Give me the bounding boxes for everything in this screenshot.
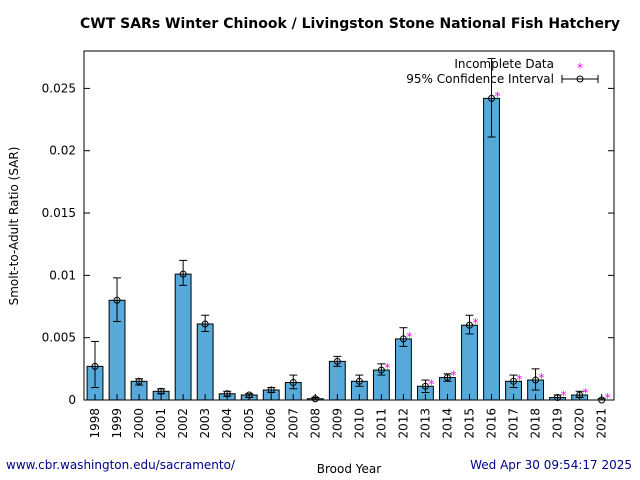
x-axis-label: Brood Year <box>317 462 381 476</box>
y-axis-label: Smolt-to-Adult Ratio (SAR) <box>7 147 21 306</box>
incomplete-marker-2014: * <box>450 369 456 383</box>
point-2006 <box>267 386 275 394</box>
incomplete-marker-2018: * <box>539 371 545 385</box>
point-2015 <box>465 321 473 329</box>
x-tick-label-2001: 2001 <box>154 408 168 439</box>
chart-title: CWT SARs Winter Chinook / Livingston Sto… <box>80 16 620 32</box>
x-tick-label-2019: 2019 <box>551 408 565 439</box>
legend-ci-label: 95% Confidence Interval <box>406 72 554 86</box>
point-1998 <box>91 362 99 370</box>
point-2000 <box>135 377 143 385</box>
x-tick-label-2002: 2002 <box>176 408 190 439</box>
x-tick-label-2013: 2013 <box>418 408 432 439</box>
x-tick-label-2008: 2008 <box>308 408 322 439</box>
point-2010 <box>355 377 363 385</box>
legend-incomplete-label: Incomplete Data <box>454 57 554 71</box>
incomplete-marker-2011: * <box>384 361 390 375</box>
bar-2015 <box>461 324 478 401</box>
incomplete-marker-2020: * <box>583 386 589 400</box>
x-tick-label-2007: 2007 <box>286 408 300 439</box>
x-tick-label-2020: 2020 <box>573 408 587 439</box>
point-2009 <box>333 357 341 365</box>
point-1999 <box>113 296 121 304</box>
incomplete-marker-2015: * <box>472 316 478 330</box>
bars-layer <box>86 97 589 401</box>
bar-2016 <box>483 97 500 401</box>
legend: Incomplete Data * 95% Confidence Interva… <box>406 57 599 86</box>
x-tick-label-2004: 2004 <box>220 408 234 439</box>
point-2012 <box>399 335 407 343</box>
x-tick-label-2011: 2011 <box>374 408 388 439</box>
incomplete-marker-2021: * <box>605 391 611 405</box>
point-2013 <box>421 382 429 390</box>
axes-layer: 0 0.005 0.01 0.015 0.02 0.025 1998 1999 2000 2001… <box>42 50 615 439</box>
incomplete-marker-2017: * <box>517 372 523 386</box>
legend-incomplete-marker: * <box>577 61 583 75</box>
x-tick-label-2006: 2006 <box>264 408 278 439</box>
x-tick-label-2000: 2000 <box>132 408 146 439</box>
x-tick-label-1999: 1999 <box>110 408 124 439</box>
bar-2002 <box>174 273 192 401</box>
incomplete-markers-layer: * * * * * * * * * * * <box>384 89 610 405</box>
incomplete-marker-2013: * <box>428 377 434 391</box>
x-tick-label-2005: 2005 <box>242 408 256 439</box>
y-tick-label-5: 0.025 <box>42 81 76 95</box>
y-tick-label-4: 0.02 <box>49 144 76 158</box>
x-tick-label-1998: 1998 <box>88 408 102 439</box>
footer-url[interactable]: www.cbr.washington.edu/sacramento/ <box>6 458 236 472</box>
x-tick-label-2010: 2010 <box>352 408 366 439</box>
point-2016 <box>488 94 496 102</box>
x-tick-label-2021: 2021 <box>595 408 609 439</box>
x-tick-label-2009: 2009 <box>330 408 344 439</box>
bar-2012 <box>394 338 412 401</box>
incomplete-marker-2016: * <box>495 89 501 103</box>
point-2002 <box>179 270 187 278</box>
incomplete-marker-2012: * <box>406 330 412 344</box>
y-tick-label-1: 0.005 <box>42 331 76 345</box>
point-2007 <box>289 379 297 387</box>
error-bars-layer <box>91 57 606 404</box>
point-2011 <box>377 366 385 374</box>
legend-ci-marker <box>576 75 584 83</box>
x-tick-label-2015: 2015 <box>462 408 476 439</box>
point-2017 <box>510 377 518 385</box>
x-tick-label-2003: 2003 <box>198 408 212 439</box>
x-tick-label-2016: 2016 <box>485 408 499 439</box>
x-tick-label-2014: 2014 <box>440 408 454 439</box>
point-2003 <box>201 320 209 328</box>
incomplete-marker-2019: * <box>561 389 567 403</box>
point-2018 <box>532 376 540 384</box>
point-2014 <box>443 374 451 382</box>
y-tick-label-3: 0.015 <box>42 206 76 220</box>
y-tick-label-2: 0.01 <box>49 268 76 282</box>
plot-frame <box>83 50 615 401</box>
x-tick-label-2012: 2012 <box>396 408 410 439</box>
y-tick-label-0: 0 <box>68 393 76 407</box>
bar-2003 <box>196 323 214 401</box>
x-tick-label-2018: 2018 <box>529 408 543 439</box>
x-tick-label-2017: 2017 <box>507 408 521 439</box>
footer-timestamp: Wed Apr 30 09:54:17 2025 <box>470 458 632 472</box>
